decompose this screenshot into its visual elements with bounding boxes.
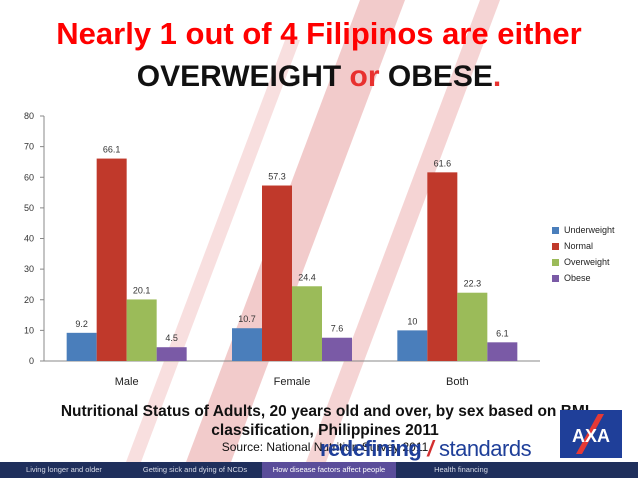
bar-normal bbox=[427, 172, 458, 361]
y-tick-label: 10 bbox=[24, 325, 34, 335]
y-tick-label: 80 bbox=[24, 111, 34, 121]
data-label-normal: 61.6 bbox=[434, 158, 452, 168]
bar-underweight bbox=[66, 332, 97, 361]
legend-label-obese: Obese bbox=[564, 273, 591, 283]
legend-label-normal: Normal bbox=[564, 241, 594, 251]
legend-swatch-underweight bbox=[552, 226, 559, 234]
title-period: . bbox=[492, 60, 502, 93]
bar-chart: 0 10 20 30 40 50 60 70 80 9.2 66.1 20.1 4.5 Male 10.7 5… bbox=[24, 111, 540, 388]
data-label-obese: 7.6 bbox=[331, 324, 344, 334]
slide-title-line1: Nearly 1 out of 4 Filipinos are either bbox=[56, 16, 582, 51]
title-obese: OBESE bbox=[387, 60, 493, 93]
bar-underweight bbox=[397, 330, 428, 361]
data-label-underweight: 10 bbox=[407, 316, 417, 326]
data-label-overweight: 20.1 bbox=[133, 285, 151, 295]
y-tick-label: 20 bbox=[24, 295, 34, 305]
bar-underweight bbox=[232, 328, 262, 361]
legend-item-normal: Normal bbox=[552, 238, 615, 254]
legend-item-overweight: Overweight bbox=[552, 254, 615, 270]
title-or: or bbox=[349, 60, 380, 93]
bar-obese bbox=[322, 337, 352, 361]
nav-item-health-financing[interactable]: Health financing bbox=[434, 465, 488, 474]
bar-obese bbox=[487, 342, 518, 361]
data-label-underweight: 9.2 bbox=[75, 319, 88, 329]
slide-title-line2: OVERWEIGHT or OBESE. bbox=[0, 60, 638, 94]
y-tick-label: 60 bbox=[24, 172, 34, 182]
y-tick-label: 50 bbox=[24, 203, 34, 213]
legend-swatch-overweight bbox=[552, 258, 559, 266]
legend-item-underweight: Underweight bbox=[552, 222, 615, 238]
axa-logo-text: AXA bbox=[572, 426, 610, 446]
legend-swatch-obese bbox=[552, 274, 559, 282]
x-category-label: Both bbox=[446, 376, 469, 388]
bar-overweight bbox=[126, 299, 157, 361]
data-label-normal: 57.3 bbox=[268, 172, 286, 182]
brand-word-redefining: redefining bbox=[320, 436, 422, 461]
data-label-overweight: 24.4 bbox=[298, 272, 316, 282]
nav-item-ncds[interactable]: Getting sick and dying of NCDs bbox=[142, 465, 248, 474]
footer-nav: Living longer and older Getting sick and… bbox=[0, 462, 638, 478]
brand-tagline: redefining / standards bbox=[320, 436, 532, 462]
data-label-underweight: 10.7 bbox=[238, 314, 256, 324]
legend-label-underweight: Underweight bbox=[564, 225, 615, 235]
y-tick-label: 40 bbox=[24, 234, 34, 244]
brand-word-standards: standards bbox=[438, 436, 532, 461]
bar-normal bbox=[96, 158, 127, 361]
source-note: Source: National Nutrition Survey 2011 bbox=[221, 440, 429, 454]
nav-item-living-longer[interactable]: Living longer and older bbox=[26, 465, 102, 474]
bar-overweight bbox=[457, 292, 488, 361]
chart-caption-line2: classification, Philippines 2011 bbox=[211, 422, 439, 439]
data-label-obese: 6.1 bbox=[496, 328, 509, 338]
bar-normal bbox=[262, 185, 292, 361]
data-label-overweight: 22.3 bbox=[464, 279, 482, 289]
axa-logo: AXA bbox=[560, 410, 622, 458]
stripe-3 bbox=[120, 40, 300, 478]
bar-overweight bbox=[292, 286, 322, 361]
title-overweight: OVERWEIGHT bbox=[136, 60, 342, 93]
y-tick-label: 70 bbox=[24, 142, 34, 152]
data-label-obese: 4.5 bbox=[165, 333, 178, 343]
y-tick-label: 30 bbox=[24, 264, 34, 274]
legend-swatch-normal bbox=[552, 242, 559, 250]
chart-legend: Underweight Normal Overweight Obese bbox=[552, 222, 615, 286]
legend-label-overweight: Overweight bbox=[564, 257, 610, 267]
x-category-label: Female bbox=[274, 376, 311, 388]
y-tick-label: 0 bbox=[29, 356, 34, 366]
nav-item-disease-factors[interactable]: How disease factors affect people bbox=[262, 462, 396, 478]
legend-item-obese: Obese bbox=[552, 270, 615, 286]
brand-slash: / bbox=[427, 436, 433, 461]
chart-caption-line1: Nutritional Status of Adults, 20 years o… bbox=[60, 403, 590, 420]
x-category-label: Male bbox=[115, 376, 139, 388]
data-label-normal: 66.1 bbox=[103, 145, 121, 155]
bar-obese bbox=[156, 347, 187, 361]
